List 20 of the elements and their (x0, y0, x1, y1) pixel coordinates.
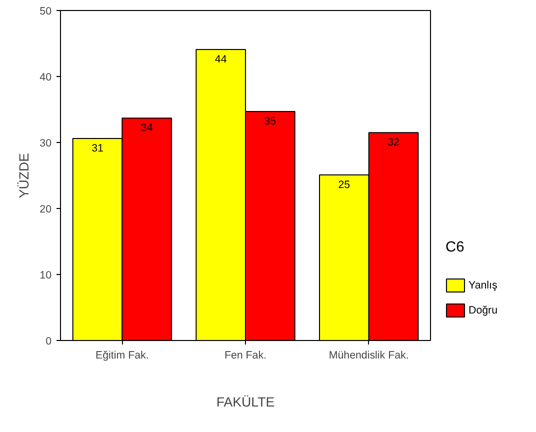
data-label: 32 (388, 136, 400, 149)
y-tick-label: 30 (40, 138, 52, 150)
y-tick-label: 10 (40, 270, 52, 282)
y-tick-label: 50 (40, 6, 52, 18)
x-axis-title: FAKÜLTE (216, 394, 275, 410)
x-tick-label: Eğitim Fak. (96, 350, 149, 362)
x-tick-label: Mühendislik Fak. (328, 350, 409, 362)
y-tick-label: 40 (40, 72, 52, 84)
legend-label: Yanlış (468, 280, 498, 292)
y-tick-label: 20 (40, 204, 52, 216)
data-label: 34 (140, 122, 153, 134)
y-axis-title: YÜZDE (16, 152, 32, 198)
x-tick-label: Fen Fak. (224, 350, 267, 362)
data-label: 35 (264, 115, 276, 128)
data-label: 25 (338, 178, 350, 191)
legend-title: C6 (446, 240, 464, 256)
legend-label: Doğru (468, 304, 498, 316)
y-tick-label: 0 (46, 336, 52, 348)
data-label: 44 (214, 53, 227, 66)
data-label: 31 (92, 142, 104, 155)
